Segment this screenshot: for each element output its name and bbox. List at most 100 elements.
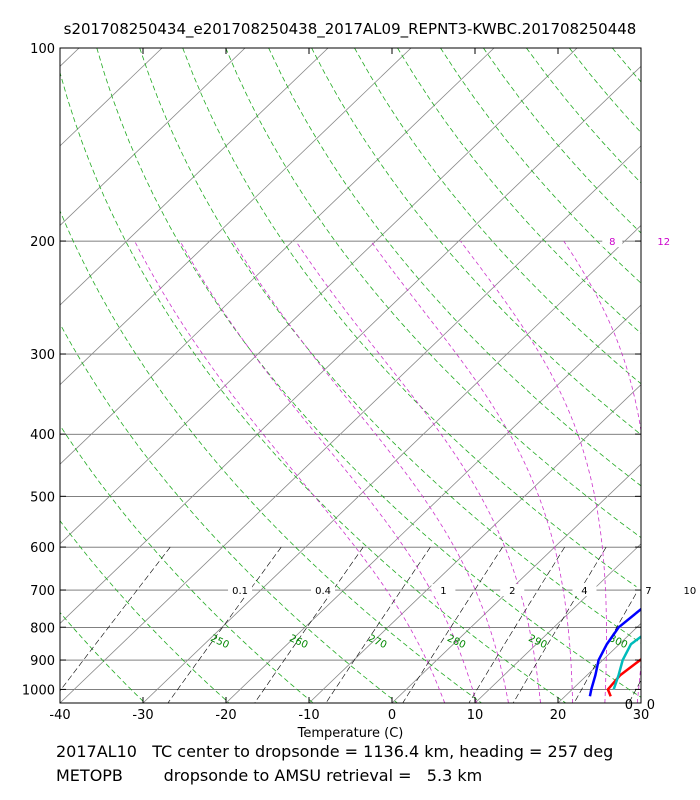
x-tick-label: -20 xyxy=(215,708,236,723)
dry-adiabat-line xyxy=(311,48,641,436)
mixing-ratio-line xyxy=(573,584,641,703)
corner-label: 0 xyxy=(647,698,655,713)
mixing-ratio-label-bg xyxy=(636,584,661,597)
mixing-ratio-line xyxy=(167,546,282,703)
dry-adiabat-line xyxy=(182,48,641,591)
x-tick-label: 10 xyxy=(467,708,484,723)
y-tick-label: 800 xyxy=(30,621,55,636)
dry-adiabat-line xyxy=(60,70,566,703)
isotherm-line xyxy=(308,384,641,703)
dry-adiabat-line xyxy=(483,48,641,234)
mixing-ratio-line xyxy=(468,546,565,703)
mixing-ratio-line xyxy=(512,546,607,703)
mixing-ratio-label-bg xyxy=(311,584,336,597)
dry-adiabat-line xyxy=(611,48,641,83)
isotherm-line xyxy=(60,48,163,147)
dry-adiabat-line xyxy=(60,701,61,703)
mixing-ratio-line xyxy=(60,546,171,692)
mixing-ratio-label: 10 xyxy=(684,586,697,597)
y-tick-label: 100 xyxy=(30,42,55,57)
y-tick-label: 700 xyxy=(30,584,55,599)
dry-adiabat-line xyxy=(96,48,641,698)
x-tick-label: -40 xyxy=(49,708,70,723)
moist-adiabat-label-bg xyxy=(602,235,623,248)
mixing-ratio-label-bg xyxy=(500,584,525,597)
isotherm-line xyxy=(60,48,412,386)
moist-adiabat-label: 12 xyxy=(657,237,670,248)
dry-adiabat-label: 250 xyxy=(209,633,231,651)
footer-distance-line: 2017AL10 TC center to dropsonde = 1136.4… xyxy=(56,742,614,761)
y-tick-label: 1000 xyxy=(22,683,55,698)
dry-adiabat-line xyxy=(440,48,641,284)
dry-adiabat-line xyxy=(225,48,641,539)
moist-adiabat-label-bg xyxy=(653,235,674,248)
y-tick-label: 500 xyxy=(30,490,55,505)
moist-adiabat-line xyxy=(370,240,573,703)
dry-adiabat-line xyxy=(60,424,314,703)
moist-adiabat-line xyxy=(670,241,700,703)
x-tick-label: -10 xyxy=(298,708,319,723)
plot-frame xyxy=(59,47,642,704)
dry-adiabat-line xyxy=(526,48,641,184)
mixing-ratio-label: 2 xyxy=(509,586,515,597)
mixing-ratio-label-bg xyxy=(677,584,700,597)
dry-adiabat-line xyxy=(60,209,482,703)
x-axis-label: Temperature (C) xyxy=(297,726,404,741)
mixing-ratio-label: 1 xyxy=(440,586,446,597)
y-tick-label: 200 xyxy=(30,235,55,250)
moist-adiabat-line xyxy=(232,240,509,703)
series-retrieval-temperature-line xyxy=(655,609,700,689)
mixing-ratio-label-bg xyxy=(572,584,597,597)
mixing-ratio-label: 7 xyxy=(645,586,651,597)
isotherm-line xyxy=(60,48,578,545)
dry-adiabat-label: 300 xyxy=(607,633,629,651)
isotherm-line xyxy=(60,48,329,306)
moist-adiabat-line xyxy=(295,240,541,703)
dry-adiabat-line xyxy=(397,48,641,334)
dry-adiabat-line xyxy=(354,48,641,385)
y-tick-label: 600 xyxy=(30,541,55,556)
footer-retrieval-line: METOPB dropsonde to AMSU retrieval = 5.3… xyxy=(56,766,483,785)
mixing-ratio-line xyxy=(402,546,503,703)
isotherm-line xyxy=(142,224,641,703)
dry-adiabat-label: 260 xyxy=(287,633,309,651)
y-tick-label: 300 xyxy=(30,348,55,363)
dry-adiabat-line xyxy=(268,48,641,487)
dry-adiabat-line xyxy=(655,48,700,703)
mixing-ratio-label: 0.4 xyxy=(315,586,331,597)
mixing-ratio-line xyxy=(254,546,364,703)
x-tick-label: -30 xyxy=(132,708,153,723)
mixing-ratio-label: 0.1 xyxy=(232,586,248,597)
mixing-ratio-line xyxy=(628,679,641,703)
dry-adiabat-line xyxy=(139,48,641,644)
x-tick-label: 0 xyxy=(388,708,396,723)
moist-adiabat-line xyxy=(179,240,477,703)
dry-adiabat-line xyxy=(60,323,398,703)
isotherm-line xyxy=(60,48,495,465)
isotherm-line xyxy=(60,48,246,227)
isotherm-line xyxy=(225,304,641,703)
x-tick-label: 30 xyxy=(633,708,650,723)
x-tick-label: 20 xyxy=(550,708,567,723)
moist-adiabat-line xyxy=(134,240,446,703)
dry-adiabat-line xyxy=(60,520,230,703)
isotherm-line xyxy=(640,702,641,703)
isotherm-line xyxy=(60,48,80,67)
moist-adiabat-label: 8 xyxy=(609,237,615,248)
chart-title: s201708250434_e201708250438_2017AL09_REP… xyxy=(63,20,637,38)
dry-adiabat-label: 270 xyxy=(366,633,388,651)
mixing-ratio-label: 4 xyxy=(581,586,587,597)
isotherm-line xyxy=(474,543,641,703)
corner-label: 0 xyxy=(625,698,633,713)
isotherm-line xyxy=(60,145,641,703)
mixing-ratio-label-bg xyxy=(228,584,253,597)
mixing-ratio-label-bg xyxy=(431,584,456,597)
series-temperature-line xyxy=(606,657,641,697)
dry-adiabat-line xyxy=(568,48,641,134)
y-tick-label: 900 xyxy=(30,654,55,669)
series-dewpoint-line xyxy=(588,607,641,697)
isotherm-line xyxy=(60,65,641,624)
y-tick-label: 400 xyxy=(30,428,55,443)
mixing-ratio-line xyxy=(325,546,431,703)
